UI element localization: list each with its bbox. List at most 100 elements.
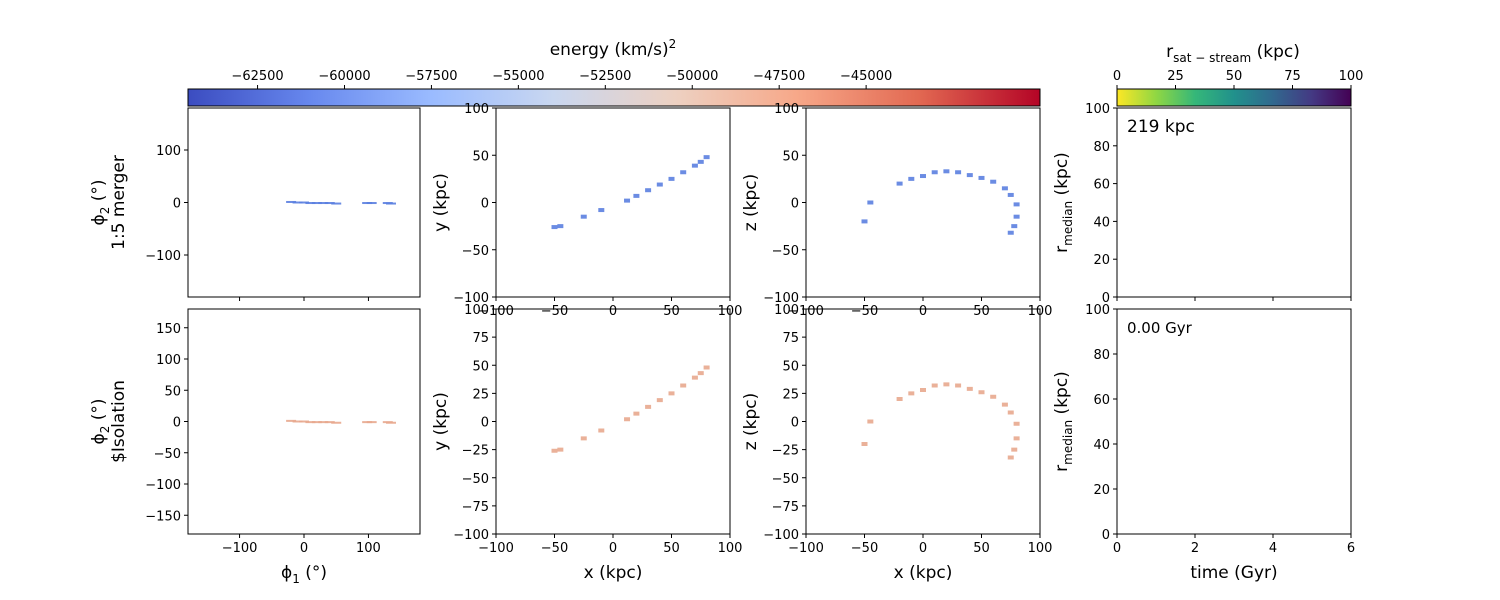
data-point xyxy=(955,170,962,175)
data-point xyxy=(943,382,950,387)
data-point xyxy=(286,200,297,203)
data-point xyxy=(691,375,698,380)
data-point xyxy=(656,398,663,403)
y-tick-label: 0 xyxy=(791,197,799,212)
data-point xyxy=(299,420,309,423)
data-point xyxy=(598,208,605,213)
data-point xyxy=(386,421,396,424)
x-tick-label: 100 xyxy=(1028,541,1053,556)
x-tick-label: −100 xyxy=(222,541,258,556)
data-point xyxy=(331,421,342,424)
axes-frame xyxy=(495,107,731,298)
y-axis-label: z (kpc) xyxy=(741,393,761,451)
x-axis-label: time (Gyr) xyxy=(1190,563,1277,583)
panel-xz-isolation: 100 75 50 25 0 −25 −50 −75 −100−100 −50 0 50 100 z (k… xyxy=(741,303,1052,583)
y-tick-label: 0 xyxy=(173,416,181,431)
x-tick-label: −50 xyxy=(541,304,568,319)
rsat-tick-label: 0 xyxy=(1113,69,1121,84)
data-point xyxy=(697,159,704,164)
x-axis-label: ϕ1 (°) xyxy=(281,563,327,586)
y-tick-label: 20 xyxy=(1093,253,1110,268)
data-point xyxy=(1011,447,1018,452)
rsat-tick-label: 25 xyxy=(1167,69,1184,84)
y-axis-label: y (kpc) xyxy=(431,392,451,451)
data-point xyxy=(311,202,322,205)
data-point xyxy=(1013,421,1020,426)
data-point xyxy=(931,170,938,175)
y-tick-label: 100 xyxy=(156,144,181,159)
axes-frame xyxy=(495,308,731,535)
data-point xyxy=(1011,224,1018,229)
y-tick-label: 0 xyxy=(1102,291,1110,306)
data-point xyxy=(966,386,973,391)
y-tick-label: −75 xyxy=(462,500,489,515)
series-sky-merger xyxy=(286,200,396,205)
energy-tick-label: −55000 xyxy=(492,69,544,84)
data-point xyxy=(1007,455,1014,460)
data-point xyxy=(978,390,985,395)
x-tick-label: 0 xyxy=(300,541,308,556)
x-tick-label: 0 xyxy=(609,541,617,556)
data-point xyxy=(324,421,335,424)
x-tick-label: 50 xyxy=(663,541,680,556)
data-point xyxy=(943,169,950,174)
x-tick-label: −100 xyxy=(788,541,824,556)
y-tick-label: 50 xyxy=(472,359,489,374)
data-point xyxy=(1001,186,1008,191)
rsat-tick-label: 75 xyxy=(1284,69,1301,84)
data-point xyxy=(1007,192,1014,197)
data-point xyxy=(966,173,973,178)
x-tick-label: 50 xyxy=(663,304,680,319)
y-tick-label: 80 xyxy=(1093,140,1110,155)
data-point xyxy=(299,201,309,204)
x-tick-label: −100 xyxy=(478,541,514,556)
panel-xy-isolation: 100 75 50 25 0 −25 −50 −75 −100−100 −50 0 50 100 y (k… xyxy=(431,303,742,583)
y-tick-label: −50 xyxy=(772,472,799,487)
rsat-tick-label: 50 xyxy=(1226,69,1243,84)
data-point xyxy=(580,214,587,219)
data-point xyxy=(324,202,335,205)
panel-rmed-isolation: 100 80 60 40 20 00 2 4 6 rmedian (kpc) time (Gyr) 0… xyxy=(1052,303,1355,583)
panel-annotation: 219 kpc xyxy=(1127,117,1195,137)
y-tick-label: 100 xyxy=(156,353,181,368)
y-tick-label: 40 xyxy=(1093,215,1110,230)
series-xy-isolation xyxy=(551,365,710,453)
data-point xyxy=(633,411,640,416)
data-point xyxy=(861,442,868,446)
x-tick-label: 0 xyxy=(1113,541,1121,556)
data-point xyxy=(1001,402,1008,407)
y-axis-label: y (kpc) xyxy=(431,173,451,232)
series-xz-isolation xyxy=(861,382,1020,460)
axes-frame xyxy=(805,308,1041,535)
data-point xyxy=(896,181,903,186)
x-tick-label: −50 xyxy=(541,541,568,556)
data-point xyxy=(580,436,587,441)
data-point xyxy=(703,155,710,160)
y-tick-label: 100 xyxy=(774,102,799,117)
x-tick-label: 6 xyxy=(1347,541,1355,556)
y-tick-label: 40 xyxy=(1093,438,1110,453)
panel-sky-merger: 100 0 −100 ϕ2 (°)1:5 merger xyxy=(89,107,421,301)
y-tick-label: 100 xyxy=(774,303,799,318)
data-point xyxy=(867,419,874,424)
axes-frame xyxy=(1116,107,1352,298)
data-point xyxy=(386,202,396,205)
data-point xyxy=(1007,410,1014,415)
data-point xyxy=(1013,436,1020,441)
y-tick-label: 50 xyxy=(472,149,489,164)
x-tick-label: 2 xyxy=(1191,541,1199,556)
series-sky-isolation xyxy=(286,419,396,424)
data-point xyxy=(645,404,652,409)
rsat-colorbar-label: rsat − stream (kpc) xyxy=(1166,42,1300,65)
y-tick-label: 0 xyxy=(481,416,489,431)
data-point xyxy=(990,394,997,399)
data-point xyxy=(557,224,564,229)
y-tick-label: 150 xyxy=(156,322,181,337)
axes-frame xyxy=(805,107,1041,298)
data-point xyxy=(318,202,329,205)
y-tick-label: −100 xyxy=(453,528,489,543)
energy-tick-label: −60000 xyxy=(318,69,370,84)
y-axis-label: ϕ2 (°)$Isolation xyxy=(89,380,129,463)
y-tick-label: 0 xyxy=(481,197,489,212)
